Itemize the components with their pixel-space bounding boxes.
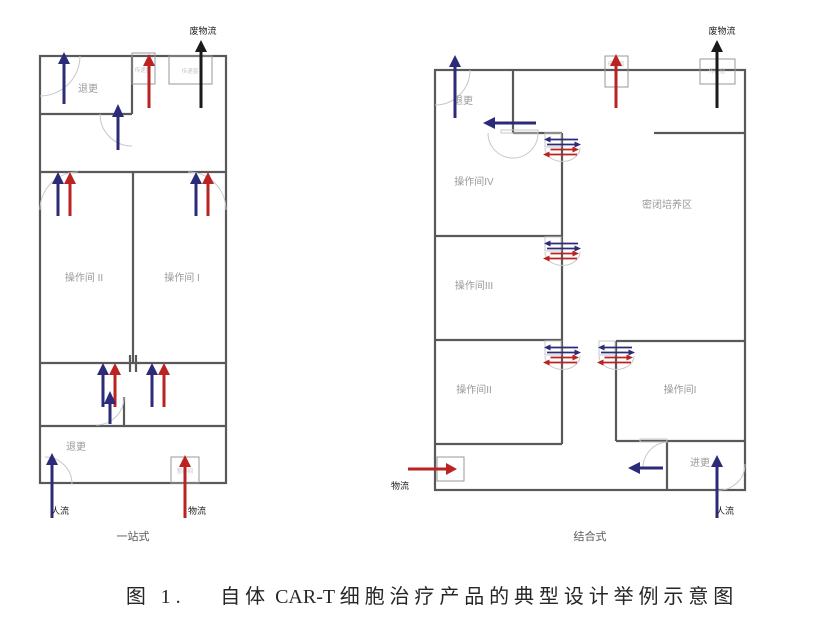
svg-text:废物流: 废物流 [189,25,216,36]
svg-text:人流: 人流 [51,505,69,516]
svg-text:操作间II: 操作间II [456,383,492,396]
svg-text:图 1. 自体 CAR-T 细胞治疗产品的典型设计举例示意: 图 1. 自体 CAR-T 细胞治疗产品的典型设计举例示意图 [126,585,738,608]
svg-text:废物流: 废物流 [708,25,735,36]
svg-text:物流: 物流 [188,505,206,516]
svg-text:一站式: 一站式 [117,529,150,543]
svg-text:操作间 I: 操作间 I [164,271,200,284]
svg-text:密闭培养区: 密闭培养区 [642,198,692,211]
svg-text:人流: 人流 [716,505,734,516]
svg-text:操作间IV: 操作间IV [454,175,494,188]
svg-text:物流: 物流 [391,480,409,491]
svg-text:操作间III: 操作间III [455,279,493,292]
svg-text:结合式: 结合式 [574,529,607,543]
svg-text:操作间 II: 操作间 II [65,271,103,284]
svg-text:传递窗: 传递窗 [182,67,199,75]
svg-text:退更: 退更 [66,441,86,453]
svg-text:进更: 进更 [690,457,710,469]
svg-text:操作间I: 操作间I [664,383,697,396]
svg-text:退更: 退更 [78,83,98,95]
